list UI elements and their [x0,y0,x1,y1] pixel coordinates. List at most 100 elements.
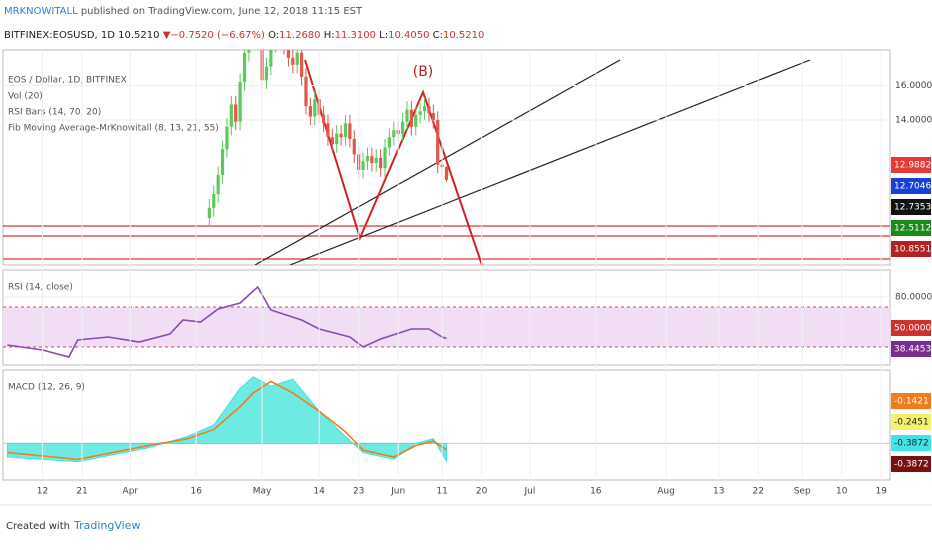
brand[interactable]: TradingView [73,519,141,532]
candle-body [264,66,269,81]
candle-body [405,109,409,122]
candle-body [444,167,449,180]
candle-body [234,104,238,122]
value-label: 50.0000 [894,324,931,334]
value-label-box [891,320,931,336]
value-label: 12.7046 [894,182,931,192]
candle-body [216,175,220,195]
trend-line [289,59,811,265]
candle-body [220,149,225,176]
price-panel-border [2,49,891,266]
candle-body [304,76,308,107]
candle-body [348,123,352,139]
x-tick-label: Jun [390,487,405,497]
value-label-box [891,435,931,451]
signal-area [6,376,447,463]
candle-body [387,137,392,148]
candle-body [225,126,229,150]
candle-body [242,52,247,83]
ticker-line: BITFINEX:EOSUSD, 1D 10.5210 ▼−0.7520 (−6… [4,30,484,41]
pattern-label: (B) [413,64,434,80]
close: 10.5210 [443,30,485,41]
candle-body [365,156,370,162]
candle-body [370,156,374,164]
user-drawings [3,59,890,265]
value-label-box [891,199,931,215]
candle-body [418,111,422,115]
x-tick-label: 16 [590,487,602,497]
candle-body [308,106,312,117]
panel-1 [3,285,890,358]
x-tick-label: 10 [836,487,848,497]
value-label: -0.3872 [894,460,929,470]
symbol: BITFINEX:EOSUSD, 1D [4,30,115,41]
value-label-box [891,456,931,472]
x-tick-label: 11 [436,487,447,497]
candle-body [212,194,216,208]
legend-entry: RSI (14, close) [8,283,73,293]
legend-entry: MACD (12, 26, 9) [8,383,85,393]
x-tick-label: Apr [123,487,139,497]
x-tick-label: 19 [875,487,887,497]
x-tick-label: 20 [476,487,488,497]
x-tick-label: Aug [657,487,675,497]
candle-body [339,133,343,138]
x-tick-label: 21 [76,487,87,497]
candle-body [436,119,440,165]
candle-body [313,99,317,117]
x-tick-label: 23 [353,487,364,497]
series-line [7,285,447,358]
y-tick-label: 16.0000 [895,81,932,91]
value-label: 10.8551 [894,245,931,255]
last: 10.5210 [118,30,160,41]
candle-body [383,147,387,169]
candle-body [299,52,304,77]
candle-body [269,50,273,67]
legend-entry: EOS / Dollar, 1D, BITFINEX [8,76,127,86]
candle-body [414,114,418,127]
candle-body [238,82,242,122]
candle-body [330,137,334,145]
high-label: H: [323,30,335,41]
x-tick-label: 13 [713,487,724,497]
low: 10.4050 [388,30,430,41]
value-label: 12.7353 [894,203,931,213]
candle-body [427,106,431,114]
legend-entry: Fib Moving Average-MrKnowitall (8, 13, 2… [8,124,219,134]
legend-entry: RSI Bars (14, 70, 20) [8,108,101,118]
change: −0.7520 (−6.67%) [170,30,265,41]
y-tick-label: 80.0000 [895,293,932,303]
author[interactable]: MRKNOWITALL [4,6,78,17]
x-tick-label: May [253,487,272,497]
candle-body [379,157,383,169]
created-with: Created with [6,521,70,532]
value-label-box [891,241,931,257]
macd-panel-border [2,369,891,481]
candle-body [326,123,330,138]
x-tick-label: 14 [313,487,325,497]
x-tick-label: 16 [190,487,202,497]
panel-2 [3,376,890,463]
candle-body [291,57,295,65]
y-tick-label: 14.0000 [895,115,932,125]
candle-body [431,113,435,120]
x-tick-label: Sep [794,487,811,497]
value-label-box [891,341,931,357]
candle-body [352,138,356,155]
value-label: -0.2451 [894,418,929,428]
change-arrow: ▼ [162,30,171,41]
candle-body [374,157,378,164]
candle-body [321,114,326,124]
candle-body [335,133,339,145]
high: 11.3100 [334,30,376,41]
open: 11.2680 [279,30,321,41]
published: published on TradingView.com, June 12, 2… [80,6,363,17]
candle-body [229,104,233,127]
value-label-box [891,414,931,430]
value-label: 12.5112 [894,224,931,234]
value-label: -0.3872 [894,439,929,449]
close-label: C: [432,30,444,41]
low-label: L: [379,30,389,41]
value-label: 12.9882 [894,161,931,171]
legend-entry: Vol (20) [8,92,43,102]
